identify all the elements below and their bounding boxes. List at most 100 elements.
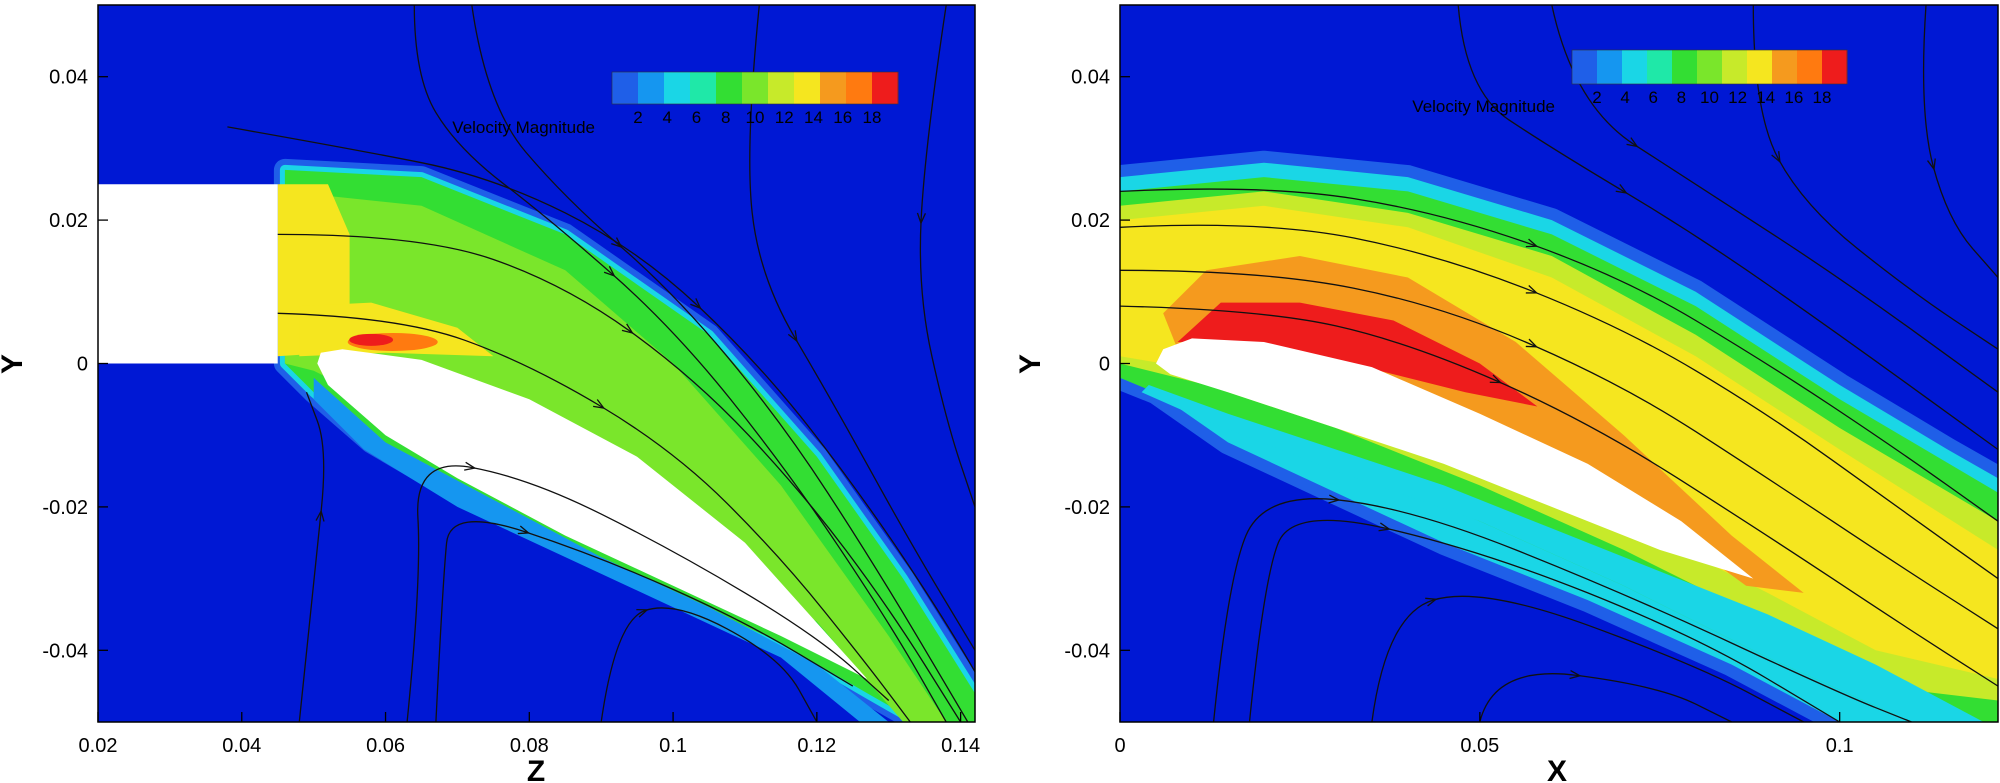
- left-streamline-arrow: [315, 509, 325, 522]
- right-colorbar-label: 16: [1784, 88, 1803, 107]
- left-colorbar-label: 2: [633, 108, 642, 127]
- left-colorbar-swatch: [872, 72, 899, 104]
- left-streamline: [227, 126, 975, 674]
- left-x-axis-label: Z: [527, 755, 545, 783]
- left-colorbar-swatch: [846, 72, 873, 104]
- right-colorbar-swatch: [1597, 50, 1623, 84]
- left-colorbar-label: 14: [804, 108, 823, 127]
- right-y-axis-ticks: -0.04 -0.02 0 0.02 0.04: [1064, 67, 1130, 662]
- right-streamline-arrow: [1425, 597, 1438, 607]
- right-streamline-arrow: [1771, 151, 1781, 164]
- left-streamline: [600, 607, 818, 722]
- left-y-axis-ticks: -0.04 -0.02 0 0.02 0.04: [42, 67, 108, 662]
- left-streamline-arrow: [690, 298, 702, 310]
- left-x-tick-label: 0.1: [659, 735, 687, 757]
- left-y-tick-label: 0: [77, 354, 88, 376]
- right-y-tick-label: 0.02: [1071, 210, 1110, 232]
- right-streamline-arrow: [1525, 285, 1539, 294]
- right-streamline-arrow: [1328, 494, 1341, 504]
- left-colorbar-legend: Velocity Magnitude 2 4 6 8 10 12 14 16 18: [452, 71, 899, 137]
- left-y-axis-label: Y: [0, 354, 29, 374]
- left-x-tick-label: 0.02: [79, 735, 118, 757]
- left-x-tick-label: 0.06: [366, 735, 405, 757]
- left-x-tick-label: 0.08: [510, 735, 549, 757]
- left-x-tick-label: 0.04: [222, 735, 261, 757]
- left-streamline-arrow: [603, 265, 616, 278]
- left-colorbar-swatch: [638, 72, 665, 104]
- right-x-axis-label: X: [1547, 755, 1567, 783]
- right-x-tick-label: 0.05: [1460, 735, 1499, 757]
- right-y-tick-label: -0.02: [1064, 497, 1110, 519]
- left-x-tick-label: 0.12: [797, 735, 836, 757]
- right-colorbar-swatch: [1747, 50, 1773, 84]
- right-streamlines: [1120, 5, 1998, 722]
- right-colorbar-frame: [1571, 49, 1848, 85]
- right-streamline: [1551, 5, 1998, 393]
- left-streamline: [406, 465, 890, 722]
- left-streamline-arrow: [636, 608, 649, 618]
- left-colorbar-label: 4: [663, 108, 672, 127]
- left-streamline: [298, 391, 325, 722]
- left-colorbar-label: 16: [833, 108, 852, 127]
- left-colorbar-swatch: [690, 72, 717, 104]
- left-colorbar-swatch: [664, 72, 691, 104]
- right-streamline-arrow: [1489, 374, 1503, 384]
- left-streamline-arrow: [916, 212, 927, 225]
- left-airfoil-body: [317, 349, 868, 679]
- right-streamline: [1120, 224, 1998, 580]
- left-colorbar-swatch: [612, 72, 639, 104]
- left-colorbar-swatch: [820, 72, 847, 104]
- left-y-tick-label: 0.02: [49, 210, 88, 232]
- left-velocity-contour-plot: 0.02 0.04 0.06 0.08 0.1 0.12 0.14 -0.04 -0.02 0 0…: [0, 4, 980, 783]
- right-contour-field: [1120, 5, 1998, 722]
- right-streamline: [1248, 519, 1841, 722]
- right-colorbar-label: 8: [1677, 88, 1686, 107]
- left-colorbar-title: Velocity Magnitude: [452, 118, 595, 137]
- right-streamline-arrow: [1626, 137, 1639, 148]
- left-lower-shear-layer: [313, 377, 889, 722]
- right-y-tick-label: 0.04: [1071, 67, 1110, 89]
- right-streamline: [1371, 595, 1805, 722]
- left-streamline-arrow: [787, 330, 798, 343]
- right-velocity-contour-plot: 0 0.05 0.1 -0.04 -0.02 0 0.02 0.04 X Y Velocit…: [1014, 4, 1999, 783]
- right-colorbar-legend: Velocity Magnitude 2 4 6 8 10 12 14 16 18: [1412, 49, 1848, 116]
- right-streamline: [1120, 188, 1998, 522]
- right-red-region: [1177, 302, 1538, 407]
- right-streamline: [1479, 673, 1732, 722]
- right-colorbar-swatch: [1722, 50, 1748, 84]
- right-colorbar-swatch: [1622, 50, 1648, 84]
- right-streamline-arrow: [1525, 338, 1539, 348]
- right-streamline: [1212, 498, 1912, 722]
- right-colorbar-swatch: [1822, 50, 1848, 84]
- left-streamline-arrow: [517, 525, 531, 535]
- left-streamlines: [227, 5, 975, 722]
- right-streamline-arrow: [1525, 238, 1539, 248]
- left-streamline: [749, 5, 975, 651]
- left-streamline-arrow: [593, 399, 606, 409]
- right-colorbar-label: 6: [1649, 88, 1658, 107]
- left-colorbar-swatch: [794, 72, 821, 104]
- right-streamline-arrow: [1378, 522, 1391, 532]
- right-y-axis-label: Y: [1014, 354, 1047, 374]
- left-streamline: [435, 521, 854, 722]
- right-streamline: [1120, 305, 1998, 687]
- left-streamline-arrow: [464, 461, 477, 471]
- left-streamline-arrow: [621, 323, 634, 334]
- left-colorbar-swatch: [742, 72, 769, 104]
- right-colorbar-label: 4: [1620, 88, 1629, 107]
- left-inlet-block: [98, 184, 278, 364]
- right-colorbar-swatch: [1647, 50, 1673, 84]
- left-colorbar-swatch: [716, 72, 743, 104]
- left-streamline: [471, 5, 969, 722]
- right-colorbar-swatch: [1672, 50, 1698, 84]
- right-streamline: [1120, 269, 1998, 630]
- right-colorbar-swatch: [1572, 50, 1598, 84]
- right-x-tick-label: 0: [1114, 735, 1125, 757]
- left-y-tick-label: 0.04: [49, 67, 88, 89]
- right-colorbar-swatches: [1571, 49, 1848, 85]
- right-colorbar-title: Velocity Magnitude: [1412, 97, 1555, 116]
- left-colorbar-label: 6: [692, 108, 701, 127]
- left-streamline: [277, 233, 962, 722]
- left-hotspot-red: [349, 333, 394, 346]
